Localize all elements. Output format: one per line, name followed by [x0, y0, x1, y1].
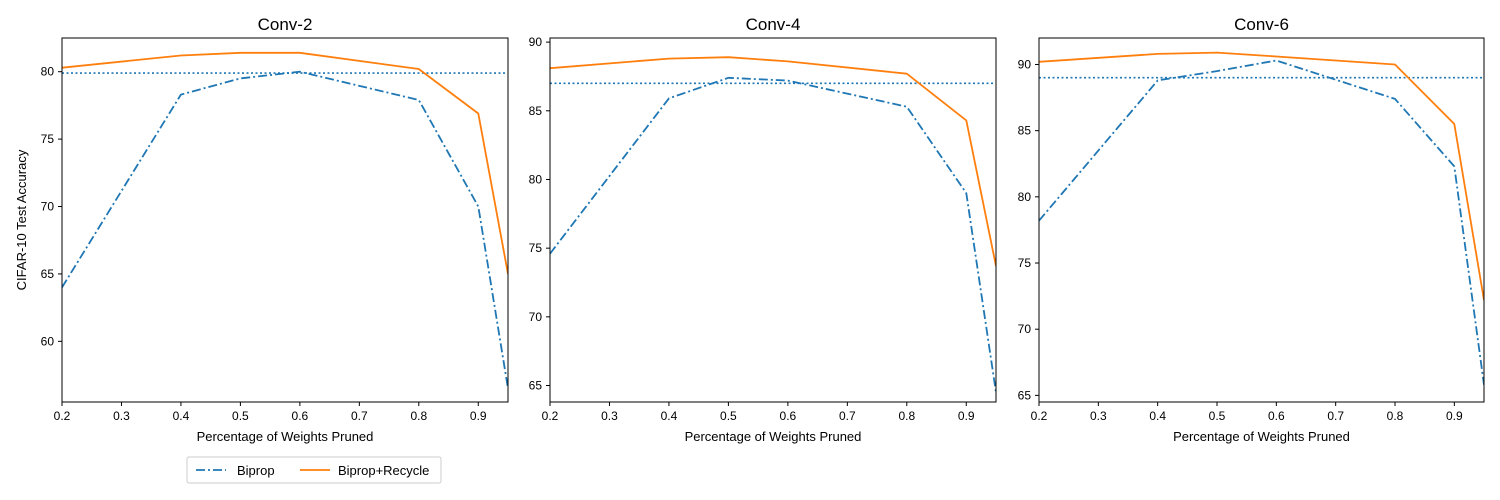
x-tick-label: 0.9	[470, 409, 487, 423]
plot-frame	[61, 37, 509, 403]
x-tick-label: 0.3	[601, 409, 618, 423]
x-tick-label: 0.7	[839, 409, 856, 423]
y-tick-label: 90	[529, 35, 543, 49]
x-axis-label: Percentage of Weights Pruned	[685, 429, 862, 444]
legend-label-biprop: Biprop	[237, 463, 275, 478]
x-tick-label: 0.2	[542, 409, 559, 423]
x-tick-label: 0.9	[958, 409, 975, 423]
y-tick-label: 80	[1018, 190, 1032, 204]
x-tick-label: 0.2	[1031, 409, 1048, 423]
panel-conv-6: 0.2 0.3 0.4 0.5 0.6 0.7 0.8 0.9 65 70 75 80 85 90 Conv…	[1018, 15, 1485, 444]
y-tick-label: 65	[529, 379, 543, 393]
x-tick-label: 0.2	[54, 409, 71, 423]
panel-title: Conv-2	[258, 15, 313, 34]
x-tick-label: 0.5	[232, 409, 249, 423]
x-axis-label: Percentage of Weights Pruned	[197, 429, 374, 444]
y-tick-label: 60	[41, 334, 55, 348]
x-tick-label: 0.8	[898, 409, 915, 423]
x-tick-label: 0.4	[1149, 409, 1166, 423]
x-tick-label: 0.6	[1268, 409, 1285, 423]
legend-label-biprop-recycle: Biprop+Recycle	[338, 463, 429, 478]
y-tick-label: 90	[1018, 57, 1032, 71]
x-tick-label: 0.7	[1327, 409, 1344, 423]
series-line-biprop	[550, 76, 996, 393]
panel-conv-4: 0.2 0.3 0.4 0.5 0.6 0.7 0.8 0.9 65 70 75 80 85 90 Conv…	[529, 15, 997, 444]
x-tick-label: 0.4	[661, 409, 678, 423]
x-tick-label: 0.3	[1090, 409, 1107, 423]
y-tick-label: 85	[1018, 124, 1032, 138]
x-tick-label: 0.6	[780, 409, 797, 423]
y-tick-label: 70	[1018, 322, 1032, 336]
panel-title: Conv-4	[746, 15, 801, 34]
series-line-biprop	[1039, 59, 1484, 385]
series-line-biprop-recycle	[1039, 51, 1484, 301]
x-tick-label: 0.8	[1387, 409, 1404, 423]
y-axis-label: CIFAR-10 Test Accuracy	[14, 149, 29, 290]
y-tick-label: 80	[529, 172, 543, 186]
y-tick-label: 85	[529, 104, 543, 118]
series-line-biprop-recycle	[550, 56, 996, 267]
x-tick-label: 0.6	[292, 409, 309, 423]
y-tick-label: 70	[41, 200, 55, 214]
series-line-biprop-recycle	[62, 51, 508, 275]
y-tick-label: 75	[1018, 256, 1032, 270]
panel-title: Conv-6	[1234, 15, 1289, 34]
panel-conv-2: 0.2 0.3 0.4 0.5 0.6 0.7 0.8 0.9 60 65 70 75 80 Conv-2…	[14, 15, 509, 444]
plot-frame	[1038, 37, 1485, 403]
legend: Biprop Biprop+Recycle	[186, 456, 442, 484]
x-tick-label: 0.8	[410, 409, 427, 423]
plot-frame	[549, 37, 997, 403]
x-axis-label: Percentage of Weights Pruned	[1173, 429, 1350, 444]
chart-panels: 0.2 0.3 0.4 0.5 0.6 0.7 0.8 0.9 60 65 70 75 80 Conv-2…	[14, 15, 1485, 444]
x-tick-label: 0.5	[1209, 409, 1226, 423]
series-line-biprop	[62, 70, 508, 389]
legend-box	[186, 456, 442, 484]
y-tick-label: 65	[1018, 388, 1032, 402]
y-tick-label: 80	[41, 65, 55, 79]
x-tick-label: 0.4	[173, 409, 190, 423]
y-tick-label: 65	[41, 267, 55, 281]
x-tick-label: 0.9	[1446, 409, 1463, 423]
x-tick-label: 0.5	[720, 409, 737, 423]
x-tick-label: 0.3	[113, 409, 130, 423]
y-tick-label: 75	[41, 132, 55, 146]
x-tick-label: 0.7	[351, 409, 368, 423]
y-tick-label: 75	[529, 241, 543, 255]
y-tick-label: 70	[529, 310, 543, 324]
